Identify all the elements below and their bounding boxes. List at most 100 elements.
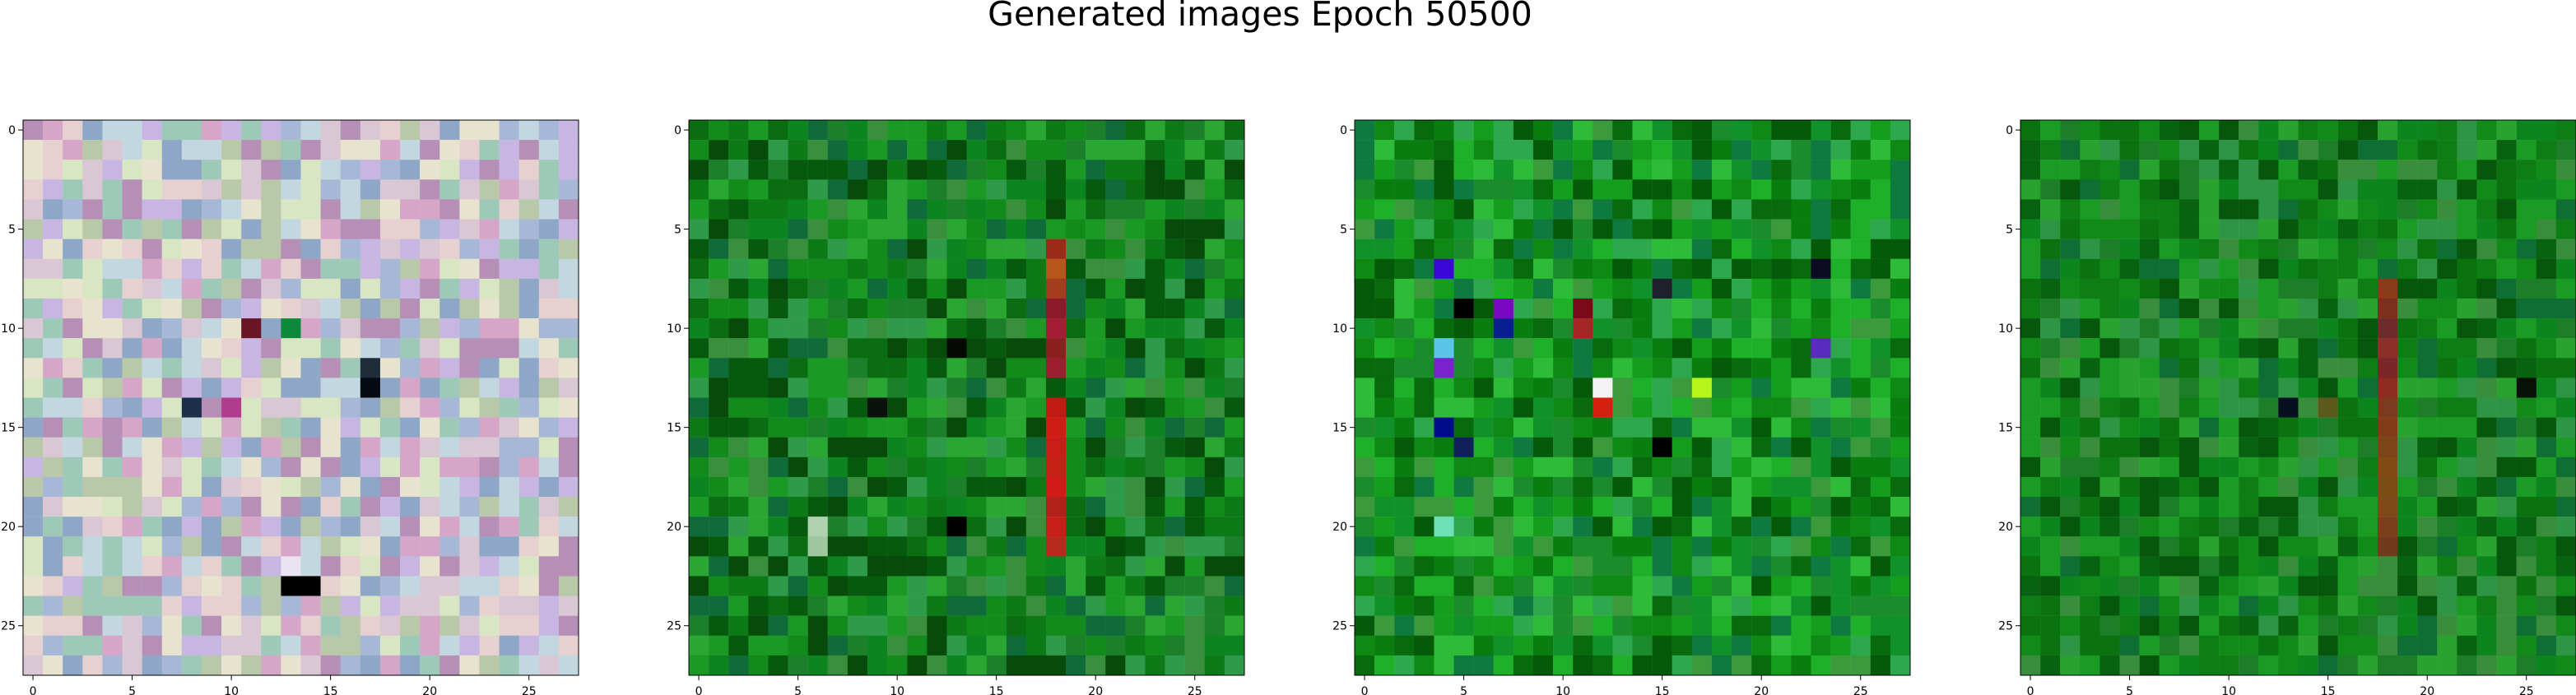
pixel-cell: [518, 160, 539, 180]
pixel-cell: [2239, 417, 2259, 438]
pixel-cell: [1553, 199, 1574, 220]
pixel-cell: [1006, 556, 1027, 577]
pixel-cell: [1066, 378, 1086, 398]
pixel-cell: [2080, 258, 2100, 280]
pixel-cell: [400, 338, 421, 359]
pixel-cell: [479, 358, 500, 378]
pixel-cell: [2555, 258, 2576, 280]
pixel-cell: [907, 655, 928, 676]
pixel-cell: [2555, 219, 2576, 239]
pixel-cell: [1045, 199, 1067, 220]
pixel-cell: [300, 258, 321, 280]
pixel-cell: [459, 378, 480, 398]
pixel-cell: [1573, 199, 1593, 220]
pixel-cell: [201, 476, 222, 498]
pixel-cell: [1045, 318, 1067, 339]
pixel-cell: [439, 655, 460, 676]
pixel-cell: [420, 397, 440, 418]
pixel-cell: [1355, 338, 1375, 359]
pixel-cell: [1593, 179, 1613, 200]
pixel-cell: [2040, 179, 2061, 200]
pixel-cell: [1573, 160, 1593, 180]
pixel-cell: [1355, 595, 1375, 616]
pixel-cell: [2555, 179, 2576, 200]
pixel-cell: [558, 278, 579, 299]
pixel-cell: [946, 397, 967, 418]
pixel-cell: [439, 120, 460, 141]
pixel-cell: [1553, 298, 1574, 319]
pixel-cell: [340, 258, 361, 280]
pixel-cell: [1593, 219, 1613, 239]
pixel-cell: [1672, 318, 1693, 339]
pixel-cell: [379, 358, 401, 378]
pixel-cell: [2457, 456, 2477, 478]
pixel-cell: [1870, 160, 1891, 180]
pixel-cell: [300, 318, 321, 339]
pixel-cell: [63, 417, 83, 438]
pixel-cell: [1513, 497, 1534, 517]
pixel-cell: [2278, 160, 2299, 180]
pixel-cell: [142, 160, 162, 180]
pixel-cell: [709, 378, 729, 398]
pixel-cell: [2278, 378, 2299, 398]
pixel-cell: [2536, 556, 2557, 577]
pixel-cell: [1453, 635, 1474, 656]
pixel-cell: [2357, 258, 2378, 280]
pixel-cell: [788, 456, 808, 478]
pixel-cell: [1105, 536, 1126, 557]
pixel-cell: [1850, 378, 1871, 398]
pixel-cell: [748, 298, 769, 319]
pixel-cell: [499, 258, 519, 280]
pixel-cell: [1204, 517, 1225, 537]
pixel-cell: [1732, 318, 1752, 339]
pixel-cell: [161, 298, 183, 319]
pixel-cell: [847, 615, 868, 636]
pixel-cell: [518, 378, 539, 398]
pixel-cell: [2040, 318, 2061, 339]
pixel-cell: [1573, 517, 1593, 537]
pixel-cell: [1870, 219, 1891, 239]
pixel-cell: [1830, 635, 1851, 656]
pixel-cell: [201, 517, 222, 537]
pixel-cell: [927, 595, 947, 616]
pixel-cell: [2397, 417, 2418, 438]
pixel-cell: [1672, 497, 1693, 517]
pixel-cell: [2476, 397, 2497, 418]
pixel-cell: [2198, 318, 2220, 339]
pixel-cell: [420, 556, 440, 577]
pixel-cell: [479, 318, 500, 339]
pixel-cell: [1045, 358, 1067, 378]
pixel-cell: [499, 179, 519, 200]
pixel-cell: [1870, 497, 1891, 517]
pixel-cell: [1691, 120, 1713, 141]
pixel-cell: [907, 536, 928, 557]
pixel-cell: [728, 219, 749, 239]
pixel-cell: [1632, 417, 1653, 438]
pixel-cell: [966, 635, 987, 656]
pixel-cell: [1434, 437, 1454, 458]
pixel-cell: [201, 556, 222, 577]
pixel-cell: [1652, 179, 1672, 200]
pixel-cell: [1434, 358, 1454, 378]
pixel-cell: [1593, 239, 1613, 259]
pixel-cell: [966, 655, 987, 676]
pixel-cell: [2377, 536, 2398, 557]
pixel-cell: [827, 476, 849, 498]
pixel-cell: [887, 278, 908, 299]
pixel-cell: [181, 397, 202, 418]
pixel-cell: [1025, 179, 1047, 200]
pixel-cell: [867, 199, 888, 220]
pixel-cell: [1145, 497, 1165, 517]
pixel-cell: [1532, 199, 1554, 220]
x-tick-label: 0: [1361, 685, 1369, 695]
pixel-cell: [360, 239, 381, 259]
pixel-cell: [518, 497, 539, 517]
pixel-cell: [2139, 140, 2160, 160]
pixel-cell: [689, 318, 709, 339]
pixel-cell: [2139, 476, 2160, 498]
pixel-cell: [181, 476, 202, 498]
pixel-cell: [788, 417, 808, 438]
pixel-cell: [43, 199, 63, 220]
pixel-cell: [2357, 298, 2378, 319]
pixel-cell: [1771, 635, 1792, 656]
